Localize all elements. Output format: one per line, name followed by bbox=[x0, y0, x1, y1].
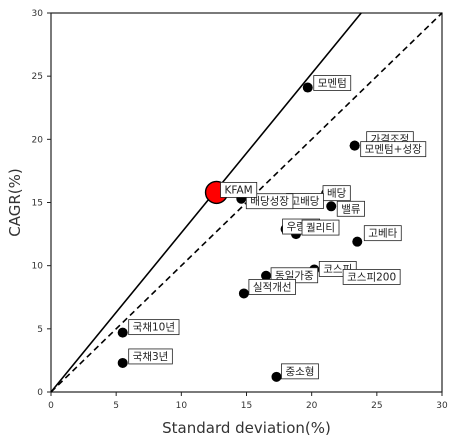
point-label: 밸류 bbox=[336, 200, 365, 217]
point-label-text: 밸류 bbox=[341, 203, 361, 215]
point-label: 고배당 bbox=[286, 193, 324, 209]
point-label-text: 퀄리티 bbox=[306, 222, 335, 234]
data-point bbox=[238, 288, 249, 299]
data-point bbox=[261, 270, 272, 281]
point-label-text: 국채10년 bbox=[133, 322, 175, 334]
point-label-box bbox=[220, 181, 258, 198]
y-tick-label: 10 bbox=[32, 262, 44, 272]
point-label: 국채10년 bbox=[128, 319, 180, 336]
point-label-box bbox=[313, 75, 352, 91]
point-label-box bbox=[342, 269, 401, 285]
x-tick-label: 20 bbox=[306, 401, 318, 411]
point-label-box bbox=[363, 225, 402, 242]
point-label-box bbox=[128, 319, 180, 336]
point-label: 중소형 bbox=[281, 363, 319, 380]
point-label-box bbox=[301, 219, 340, 236]
point-labels: 배당우량주가격조정고배당배당성장코스피코스피200KFAM모멘텀모멘텀+성장밸류… bbox=[128, 75, 427, 380]
point-label-text: 동일가중 bbox=[275, 269, 314, 282]
point-label: 퀄리티 bbox=[301, 219, 340, 236]
y-tick-label: 15 bbox=[32, 199, 43, 209]
data-point bbox=[352, 236, 363, 247]
y-tick-label: 0 bbox=[37, 388, 43, 398]
data-point bbox=[117, 327, 128, 338]
point-label-text: 고배당 bbox=[290, 196, 319, 208]
y-axis-ticks: 0 5 10 15 20 25 30 bbox=[32, 9, 51, 398]
point-label-text: 배당 bbox=[327, 188, 347, 200]
point-label: 모멘텀+성장 bbox=[360, 141, 427, 158]
point-label: 모멘텀 bbox=[313, 75, 352, 91]
point-label: 코스피200 bbox=[342, 269, 401, 285]
point-label: 배당 bbox=[322, 185, 351, 202]
point-label-box bbox=[128, 348, 173, 365]
solid-reference-line bbox=[50, 12, 362, 393]
data-point bbox=[302, 82, 313, 93]
x-tick-label: 30 bbox=[436, 401, 448, 411]
x-axis-title: Standard deviation(%) bbox=[162, 419, 331, 437]
point-label-text: 국채3년 bbox=[133, 351, 169, 363]
x-tick-label: 15 bbox=[241, 401, 252, 411]
point-label: 배당성장 bbox=[245, 193, 294, 210]
point-label: 국채3년 bbox=[128, 348, 173, 365]
point-label-box bbox=[281, 363, 319, 380]
y-axis-title: CAGR(%) bbox=[6, 168, 24, 236]
data-point bbox=[271, 371, 282, 382]
point-label: KFAM bbox=[220, 181, 258, 198]
data-point bbox=[117, 357, 128, 368]
point-label-text: 배당성장 bbox=[250, 196, 289, 208]
point-label-text: 고베타 bbox=[368, 228, 397, 240]
point-label-text: KFAM bbox=[225, 184, 253, 196]
point-label-text: 실적개선 bbox=[253, 281, 292, 293]
point-label-text: 모멘텀 bbox=[318, 78, 347, 90]
point-label-box bbox=[336, 200, 365, 217]
x-tick-label: 0 bbox=[48, 401, 54, 411]
point-label-text: 코스피200 bbox=[347, 271, 396, 283]
point-label-text: 중소형 bbox=[285, 366, 314, 378]
point-label: 동일가중 bbox=[270, 267, 319, 284]
point-label-box bbox=[248, 279, 296, 295]
x-tick-label: 25 bbox=[371, 401, 382, 411]
x-tick-label: 5 bbox=[113, 401, 119, 411]
y-tick-label: 25 bbox=[32, 72, 43, 82]
x-tick-label: 10 bbox=[176, 401, 188, 411]
point-label-text: 모멘텀+성장 bbox=[365, 144, 422, 156]
point-label: 고베타 bbox=[363, 225, 402, 242]
y-tick-label: 30 bbox=[32, 9, 44, 19]
data-point bbox=[349, 140, 360, 151]
y-tick-label: 20 bbox=[32, 135, 44, 145]
point-label-box bbox=[245, 193, 294, 210]
data-point bbox=[326, 201, 337, 212]
y-tick-label: 5 bbox=[37, 325, 43, 335]
x-axis-ticks: 0 5 10 15 20 25 30 bbox=[48, 392, 448, 411]
point-label: 실적개선 bbox=[248, 279, 296, 295]
point-label-box bbox=[360, 141, 427, 158]
